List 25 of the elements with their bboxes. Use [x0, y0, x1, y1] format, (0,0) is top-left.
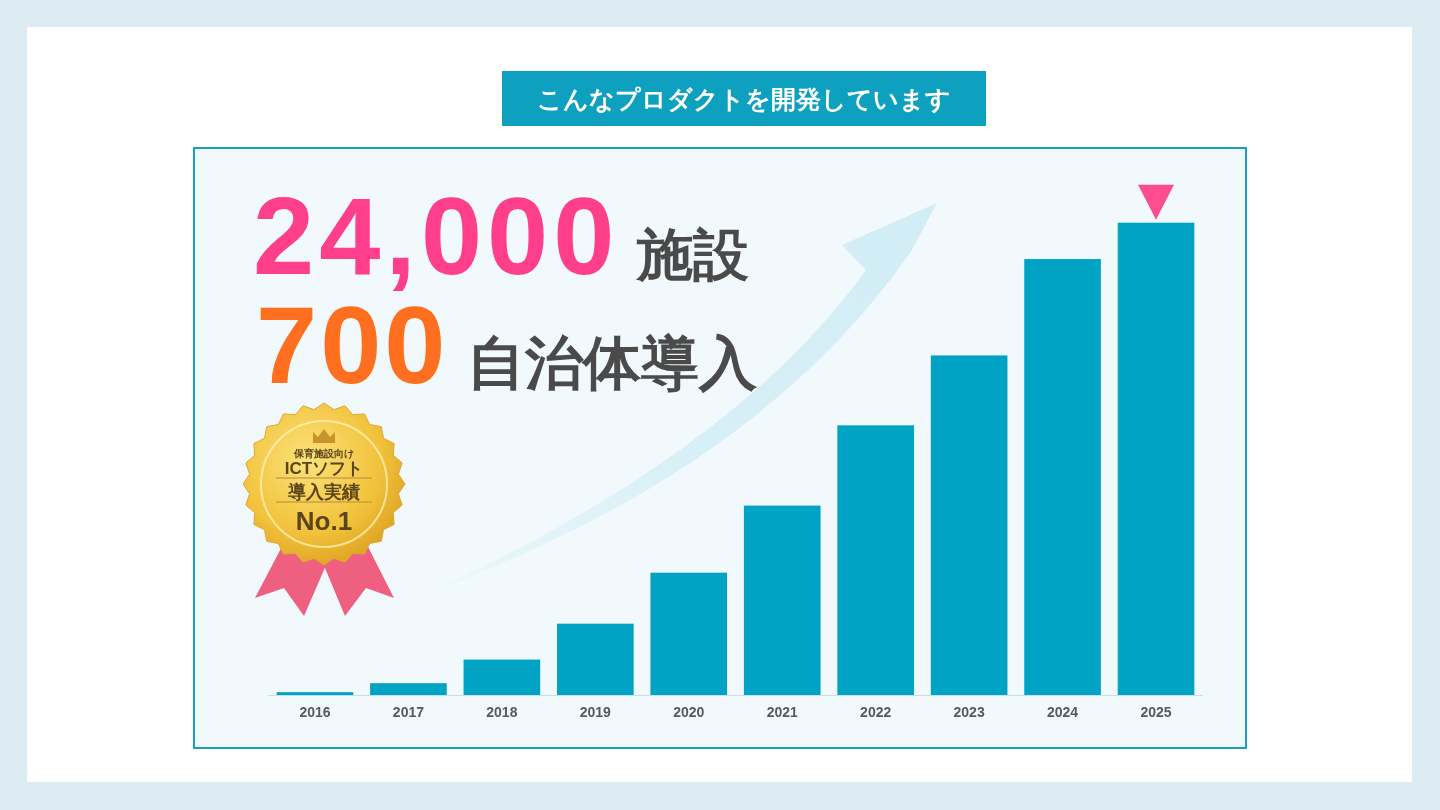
x-tick-label: 2018	[486, 704, 518, 720]
annotation: 保育施設向け	[293, 448, 354, 460]
bar	[1117, 222, 1195, 695]
bar	[276, 692, 354, 695]
x-tick-label: 2019	[579, 704, 612, 720]
x-tick-label: 2017	[392, 704, 425, 720]
bar	[837, 425, 914, 695]
x-tick-label: 2021	[766, 704, 799, 720]
chart-title: こんなプロダクトを開発しています	[537, 85, 951, 114]
x-tick-label: 2022	[860, 704, 892, 720]
bar	[650, 572, 728, 695]
x-tick-label: 2020	[673, 704, 705, 720]
bar	[930, 355, 1008, 695]
annotation: No.1	[295, 506, 353, 536]
bar	[370, 683, 447, 695]
x-tick-label: 2016	[299, 704, 331, 720]
bar	[557, 623, 634, 695]
bar	[463, 659, 541, 695]
x-tick-label: 2024	[1047, 704, 1079, 720]
bar	[743, 505, 821, 695]
annotation: ICTソフト	[284, 459, 364, 478]
bar	[1024, 259, 1101, 695]
x-tick-label: 2023	[953, 704, 985, 720]
x-tick-label: 2025	[1140, 704, 1172, 720]
annotation: 導入実績	[287, 482, 360, 502]
